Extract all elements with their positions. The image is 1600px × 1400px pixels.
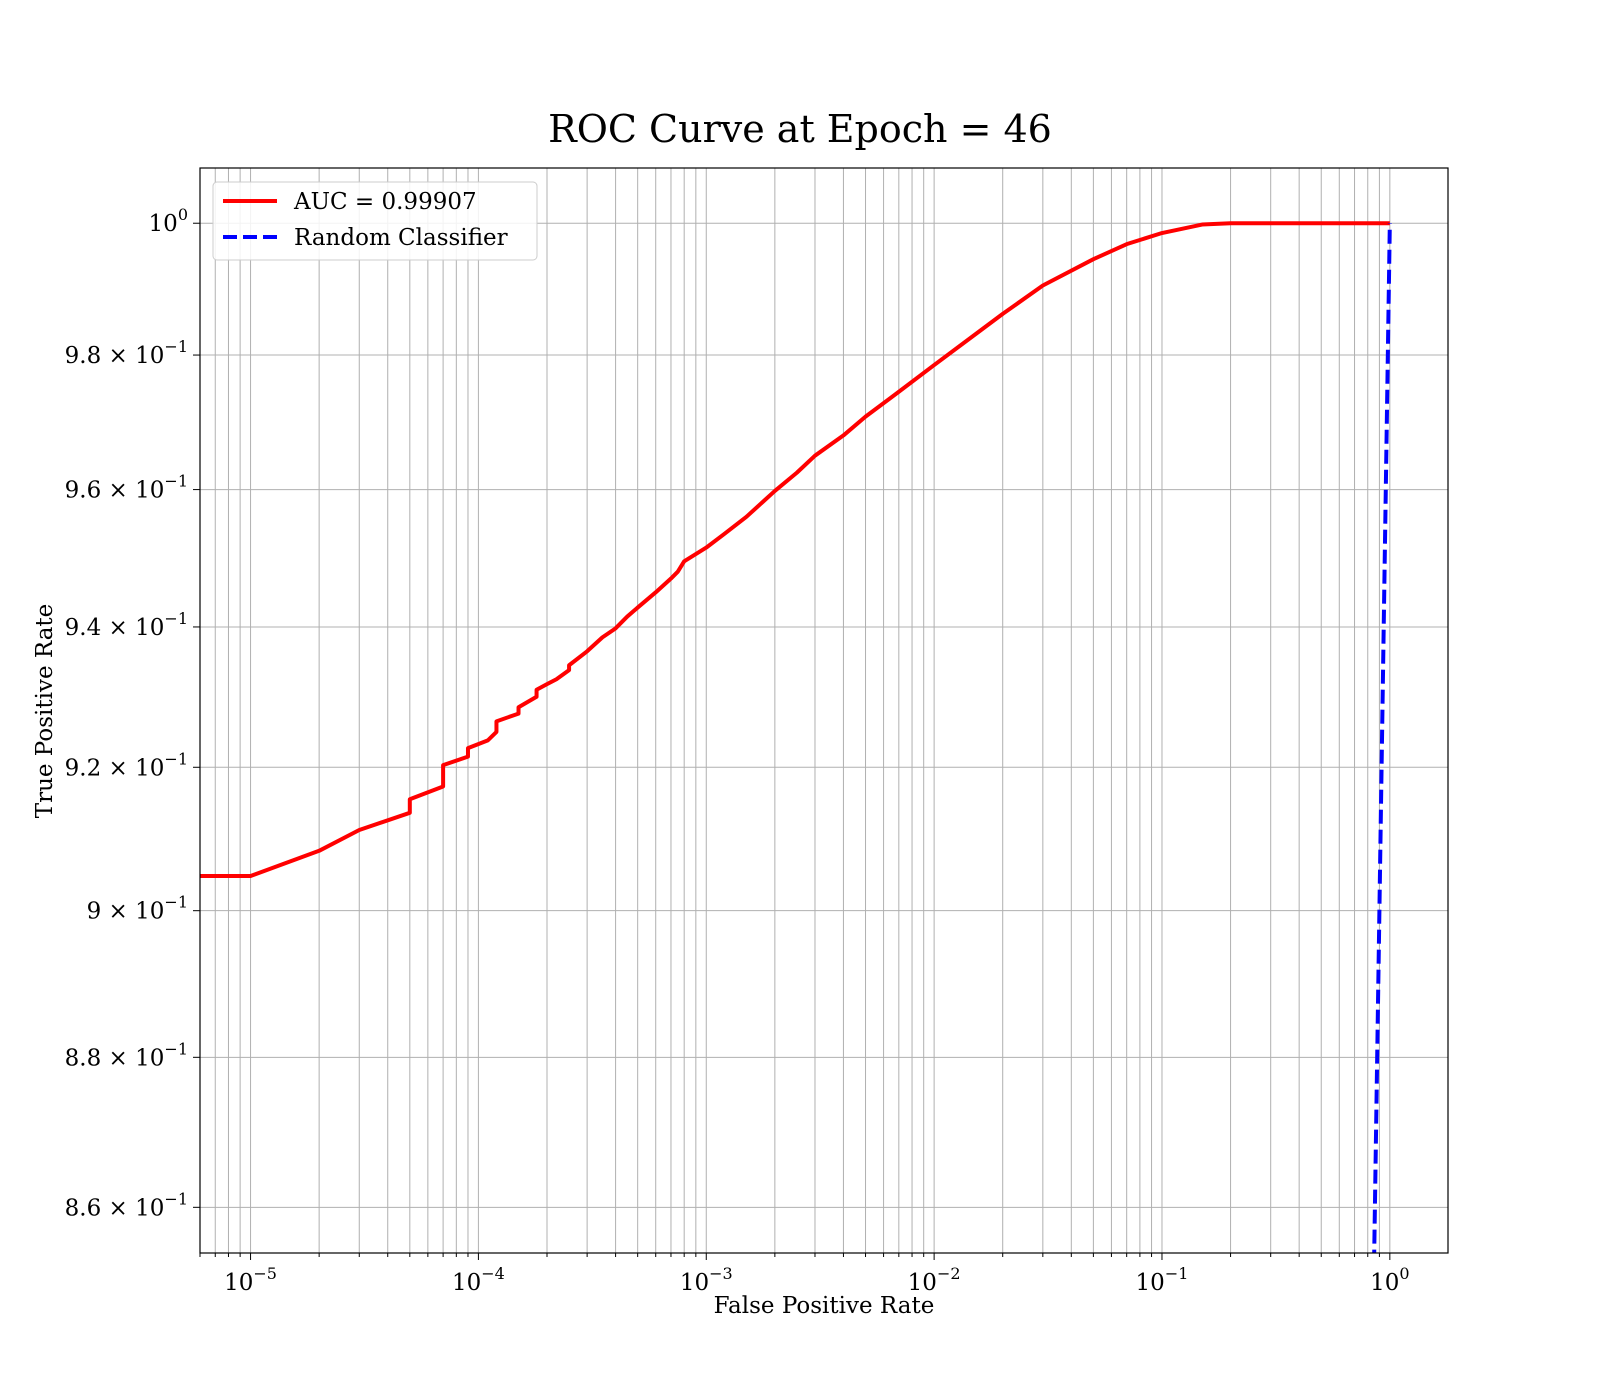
y-tick-label: 9.6 × 10−1 bbox=[65, 472, 188, 504]
x-axis-label: False Positive Rate bbox=[714, 1293, 935, 1319]
x-tick-label: 10−4 bbox=[452, 1264, 505, 1296]
roc-curve-line bbox=[200, 221, 1390, 878]
y-tick-label: 9.2 × 10−1 bbox=[65, 749, 188, 781]
grid bbox=[199, 168, 1448, 1253]
x-axis-ticks: 10−5 10−4 10−3 10−2 10−1 100 bbox=[199, 1253, 1410, 1296]
x-tick-label: 10−1 bbox=[1136, 1264, 1189, 1296]
x-tick-label: 10−2 bbox=[908, 1264, 961, 1296]
x-tick-label: 10−5 bbox=[224, 1264, 277, 1296]
legend-label-roc: AUC = 0.99907 bbox=[293, 189, 477, 215]
chart-title: ROC Curve at Epoch = 46 bbox=[548, 107, 1052, 151]
y-tick-label: 9 × 10−1 bbox=[87, 893, 188, 925]
y-tick-label: 100 bbox=[149, 205, 188, 237]
plot-frame bbox=[199, 167, 1449, 1254]
plot-series bbox=[200, 221, 1392, 1253]
x-tick-label: 10−3 bbox=[680, 1264, 733, 1296]
y-tick-label: 8.6 × 10−1 bbox=[65, 1189, 188, 1221]
legend: AUC = 0.99907 Random Classifier bbox=[212, 181, 538, 261]
y-axis-label: True Positive Rate bbox=[32, 604, 58, 819]
y-tick-label: 9.4 × 10−1 bbox=[65, 609, 188, 641]
legend-label-random: Random Classifier bbox=[294, 225, 508, 251]
y-tick-label: 8.8 × 10−1 bbox=[65, 1039, 188, 1071]
x-tick-label: 100 bbox=[1370, 1264, 1409, 1296]
legend-box bbox=[212, 181, 538, 261]
y-axis-ticks: 100 9.8 × 10−1 9.6 × 10−1 9.4 × 10−1 9.2 × 1… bbox=[65, 205, 200, 1221]
random-classifier-line bbox=[1372, 223, 1392, 1253]
y-tick-label: 9.8 × 10−1 bbox=[65, 337, 188, 369]
